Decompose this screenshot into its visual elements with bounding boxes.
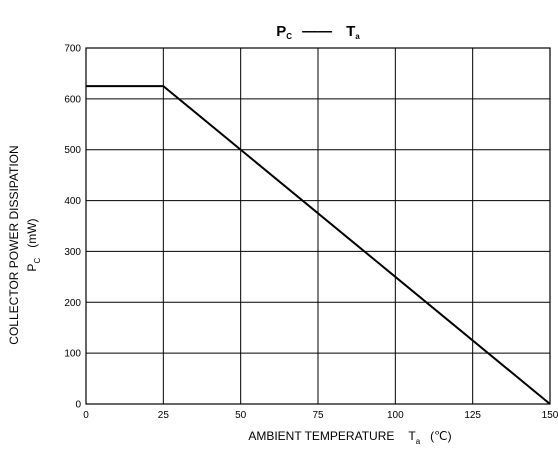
x-tick-label: 0 xyxy=(83,410,89,421)
y-tick-label: 0 xyxy=(75,400,81,411)
y-tick-label: 700 xyxy=(64,44,81,55)
x-axis-label: AMBIENT TEMPERATURE Ta (℃) xyxy=(248,429,451,446)
x-tick-label: 150 xyxy=(542,410,558,421)
series-line xyxy=(86,85,551,405)
y-tick-label: 400 xyxy=(64,196,81,207)
y-tick-label: 100 xyxy=(64,349,81,360)
y-tick-label: 300 xyxy=(64,247,81,258)
x-tick-labels: 0 25 50 75 100 125 150 xyxy=(83,410,558,421)
grid-lines xyxy=(85,47,551,405)
x-tick-label: 75 xyxy=(312,410,324,421)
y-tick-label: 600 xyxy=(64,94,81,105)
y-tick-label: 500 xyxy=(64,145,81,156)
y-tick-labels: 0 100 200 300 400 500 600 700 xyxy=(64,44,81,411)
x-tick-label: 50 xyxy=(235,410,247,421)
y-axis-label: COLLECTOR POWER DISSIPATION xyxy=(7,145,21,344)
x-tick-label: 25 xyxy=(158,410,170,421)
chart-title: PC —— Ta xyxy=(276,23,360,41)
plot-frame xyxy=(85,47,551,405)
y-tick-label: 200 xyxy=(64,298,81,309)
x-tick-label: 100 xyxy=(387,410,404,421)
y-axis-unit-label: PC(mW) xyxy=(25,218,42,271)
x-tick-label: 125 xyxy=(464,410,481,421)
